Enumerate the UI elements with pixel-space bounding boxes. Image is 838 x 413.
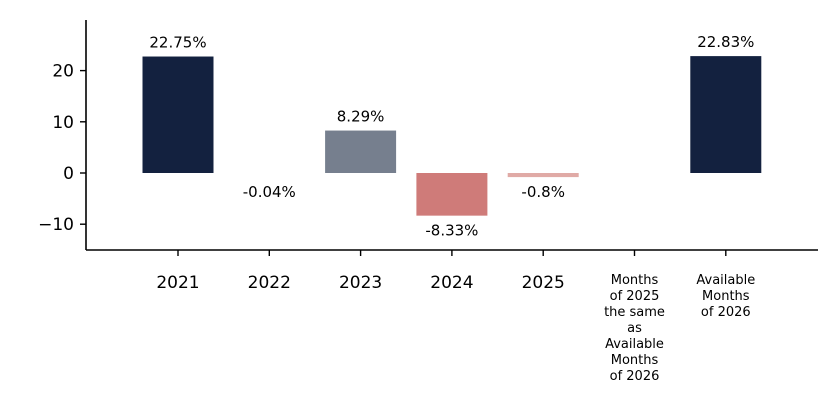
x-tick-label: 2023 [339,273,382,293]
bar-2025 [507,173,579,178]
bar-2023 [325,130,397,173]
x-tick-label-line: Months [702,289,750,304]
y-tick-label: 0 [63,164,74,184]
x-tick-label-line: of 2026 [701,305,751,320]
y-tick-label: 10 [52,113,74,133]
x-tick-label-line: Available [696,273,755,288]
bars-group [142,56,762,216]
x-tick-label-line: Months [611,273,659,288]
bar-2021 [142,56,214,173]
x-tick-label-line: as [627,321,642,336]
data-label: 8.29% [337,108,385,126]
x-tick-label: 2022 [248,273,291,293]
data-labels-group: 22.75% -0.04% 8.29% -8.33% -0.8% 22.83% [149,33,754,240]
x-tick-label: 2021 [156,273,199,293]
data-label: -0.04% [243,183,296,201]
bar-2024 [416,173,488,216]
x-tick-label: 2025 [522,273,565,293]
data-label: -0.8% [521,183,565,201]
x-tick-label: 2024 [430,273,473,293]
data-label: -8.33% [425,222,478,240]
bar-available-months-of-2026 [690,56,762,174]
y-tick-label: −10 [38,215,74,235]
y-tick-label: 20 [52,62,74,82]
data-label: 22.75% [149,34,206,52]
y-ticks-group: 20 10 0 −10 [38,62,86,235]
x-tick-label-line: Available [605,337,664,352]
x-tick-label-line: of 2026 [610,369,660,384]
x-tick-label-line: Months [611,353,659,368]
data-label: 22.83% [697,33,754,51]
x-tick-label-line: the same [604,305,665,320]
x-tick-label-line: of 2025 [610,289,660,304]
